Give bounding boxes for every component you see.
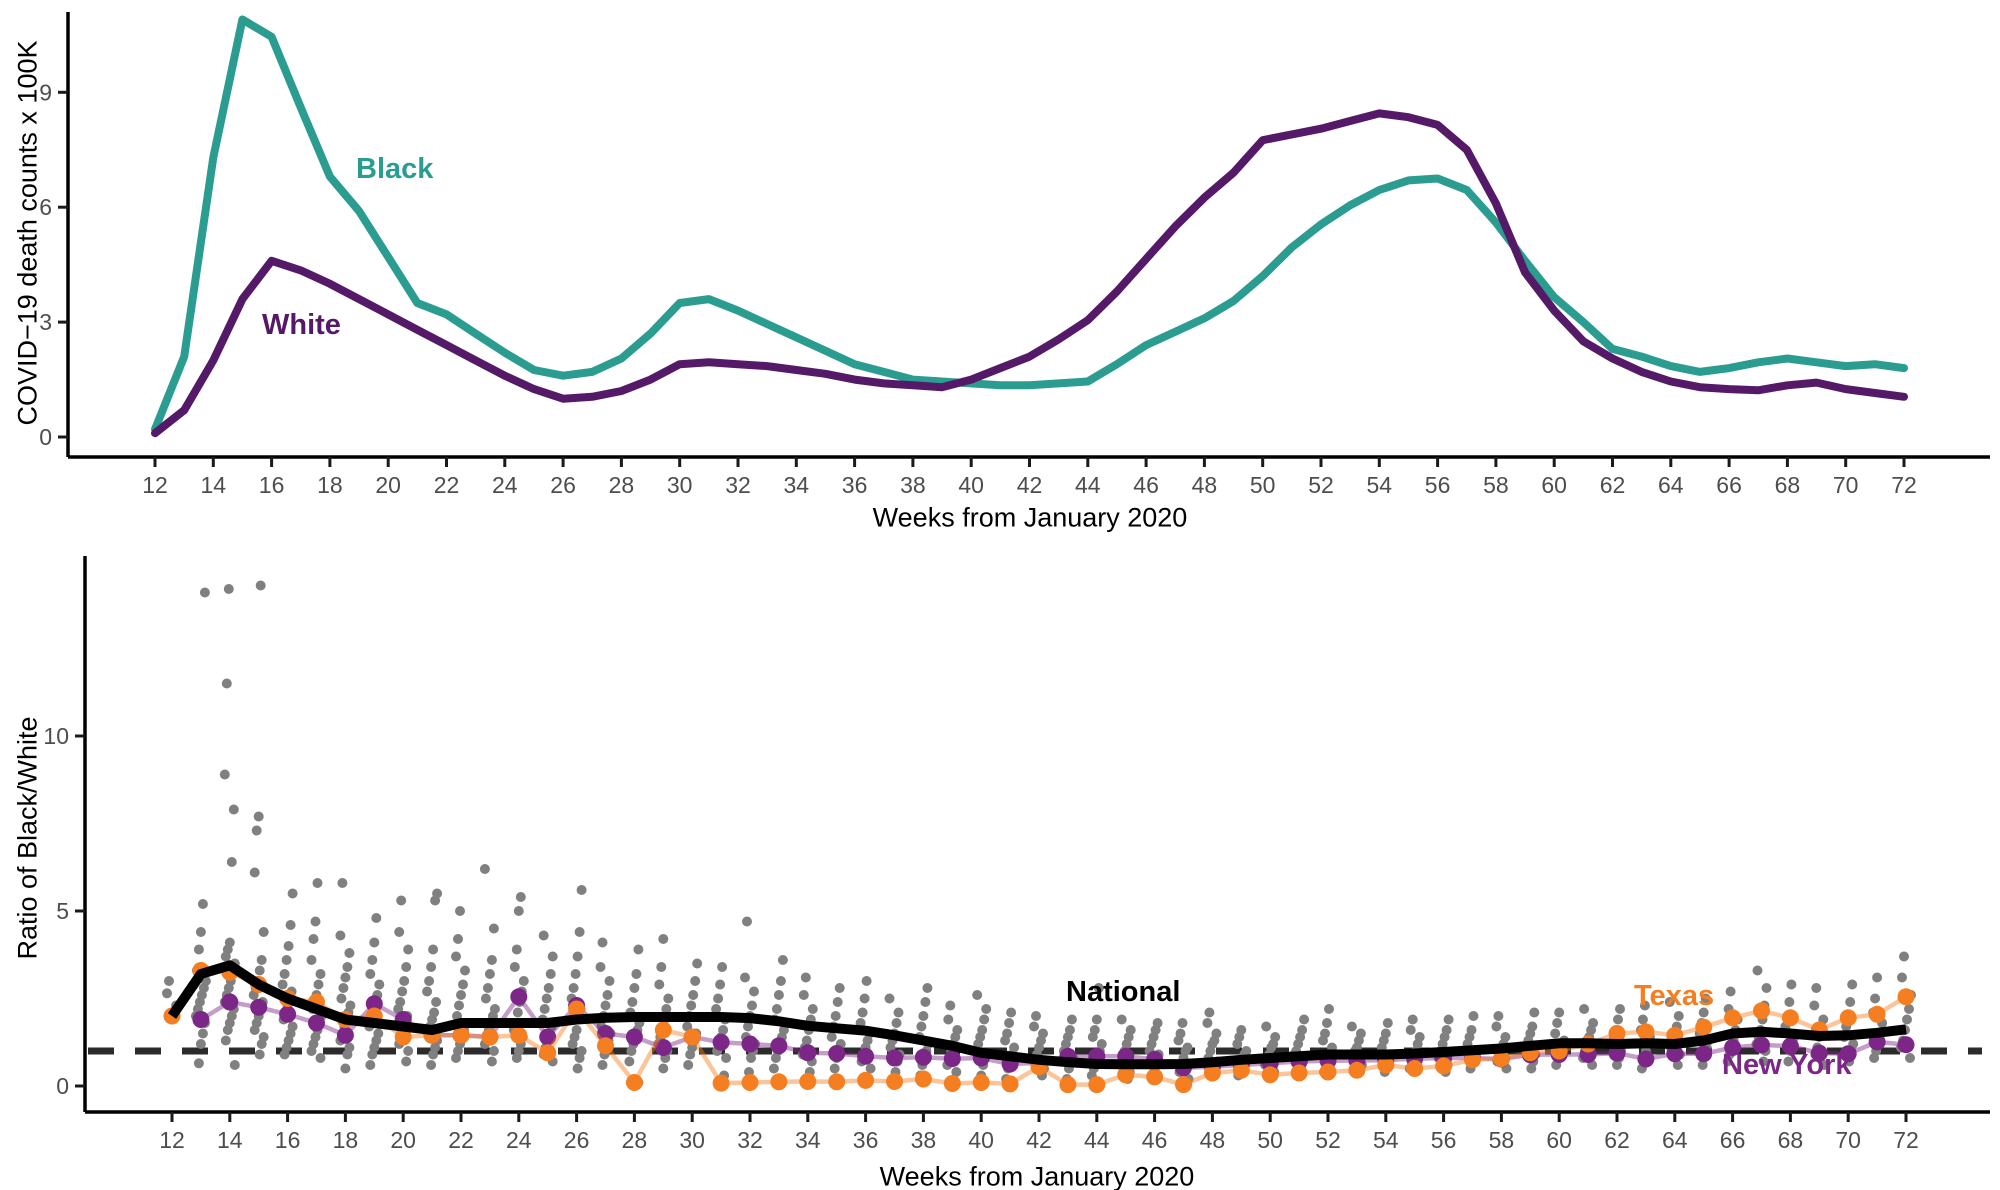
x-tick-label: 66 [1720,1127,1746,1153]
x-tick-label: 26 [550,472,576,498]
x-tick-label: 42 [1017,472,1043,498]
y-tick-label: 9 [39,79,52,105]
x-tick-label: 62 [1600,472,1626,498]
texas-series-label: Texas [1634,980,1715,1012]
national-line [167,960,1907,1070]
x-tick-label: 18 [317,472,343,498]
x-tick-label: 70 [1833,472,1859,498]
axes: 12 14 16 18 20 22 24 26 28 30 32 34 36 38 40 42 44 46 48 50… [39,12,1990,498]
x-tick-label: 14 [201,472,227,498]
x-tick-label: 64 [1658,472,1684,498]
x-tick-label: 32 [737,1127,763,1153]
x-tick-label: 72 [1893,1127,1919,1153]
x-tick-label: 56 [1425,472,1451,498]
x-tick-label: 12 [142,472,168,498]
axes: 12 14 16 18 20 22 24 26 28 30 32 34 36 38 40 42 44 46 48 50… [43,556,1990,1153]
x-tick-label: 26 [564,1127,590,1153]
x-tick-label: 56 [1431,1127,1457,1153]
x-tick-label: 18 [333,1127,359,1153]
x-tick-label: 34 [784,472,810,498]
x-tick-label: 48 [1200,1127,1226,1153]
x-tick-label: 64 [1662,1127,1688,1153]
x-tick-label: 48 [1192,472,1218,498]
y-tick-label: 10 [43,723,69,749]
x-tick-label: 50 [1250,472,1276,498]
x-tick-label: 16 [275,1127,301,1153]
y-tick-label: 6 [39,194,52,220]
x-tick-label: 34 [795,1127,821,1153]
x-tick-label: 36 [842,472,868,498]
top-y-axis-title: COVID−19 death counts x 100K [12,40,43,426]
x-tick-label: 20 [390,1127,416,1153]
x-tick-label: 42 [1026,1127,1052,1153]
x-tick-label: 72 [1891,472,1917,498]
x-tick-label: 36 [853,1127,879,1153]
x-tick-label: 22 [434,472,460,498]
bottom-y-axis-title: Ratio of Black/White [12,716,43,960]
x-tick-label: 38 [911,1127,937,1153]
x-tick-label: 20 [375,472,401,498]
white-series-label: White [262,309,341,341]
x-tick-label: 68 [1778,1127,1804,1153]
x-tick-label: 60 [1541,472,1567,498]
x-tick-label: 12 [159,1127,185,1153]
x-tick-label: 58 [1489,1127,1515,1153]
x-tick-label: 52 [1308,472,1334,498]
x-tick-label: 32 [725,472,751,498]
x-tick-label: 46 [1133,472,1159,498]
y-tick-label: 0 [56,1073,69,1099]
national-series-label: National [1066,976,1181,1008]
x-tick-label: 58 [1483,472,1509,498]
x-tick-label: 54 [1373,1127,1399,1153]
y-tick-label: 5 [56,898,69,924]
x-tick-label: 68 [1775,472,1801,498]
x-tick-label: 14 [217,1127,243,1153]
y-tick-label: 0 [39,424,52,450]
new-york-series-label: New York [1722,1049,1852,1081]
x-tick-label: 60 [1546,1127,1572,1153]
x-tick-label: 52 [1315,1127,1341,1153]
x-tick-label: 30 [679,1127,705,1153]
x-tick-label: 30 [667,472,693,498]
y-tick-label: 3 [39,309,52,335]
white-line [151,109,1908,438]
x-tick-label: 62 [1604,1127,1630,1153]
bottom-chart-panel: 12 14 16 18 20 22 24 26 28 30 32 34 36 38 40 42 44 46 48 50… [43,556,1990,1153]
x-tick-label: 40 [958,472,984,498]
black-line [151,15,1908,434]
x-tick-label: 16 [259,472,285,498]
x-tick-label: 46 [1142,1127,1168,1153]
x-tick-label: 24 [506,1127,532,1153]
x-tick-label: 28 [609,472,635,498]
x-tick-label: 40 [968,1127,994,1153]
black-series-label: Black [356,153,434,185]
top-chart-panel: 12 14 16 18 20 22 24 26 28 30 32 34 36 38 40 42 44 46 48 50… [39,12,1990,498]
x-tick-label: 44 [1075,472,1101,498]
x-tick-label: 66 [1716,472,1742,498]
top-x-axis-title: Weeks from January 2020 [872,502,1188,533]
x-tick-label: 54 [1367,472,1393,498]
x-tick-label: 70 [1835,1127,1861,1153]
x-tick-label: 28 [622,1127,648,1153]
x-tick-label: 44 [1084,1127,1110,1153]
x-tick-label: 50 [1257,1127,1283,1153]
bottom-x-axis-title: Weeks from January 2020 [879,1161,1195,1190]
x-tick-label: 24 [492,472,518,498]
x-tick-label: 22 [448,1127,474,1153]
x-tick-label: 38 [900,472,926,498]
